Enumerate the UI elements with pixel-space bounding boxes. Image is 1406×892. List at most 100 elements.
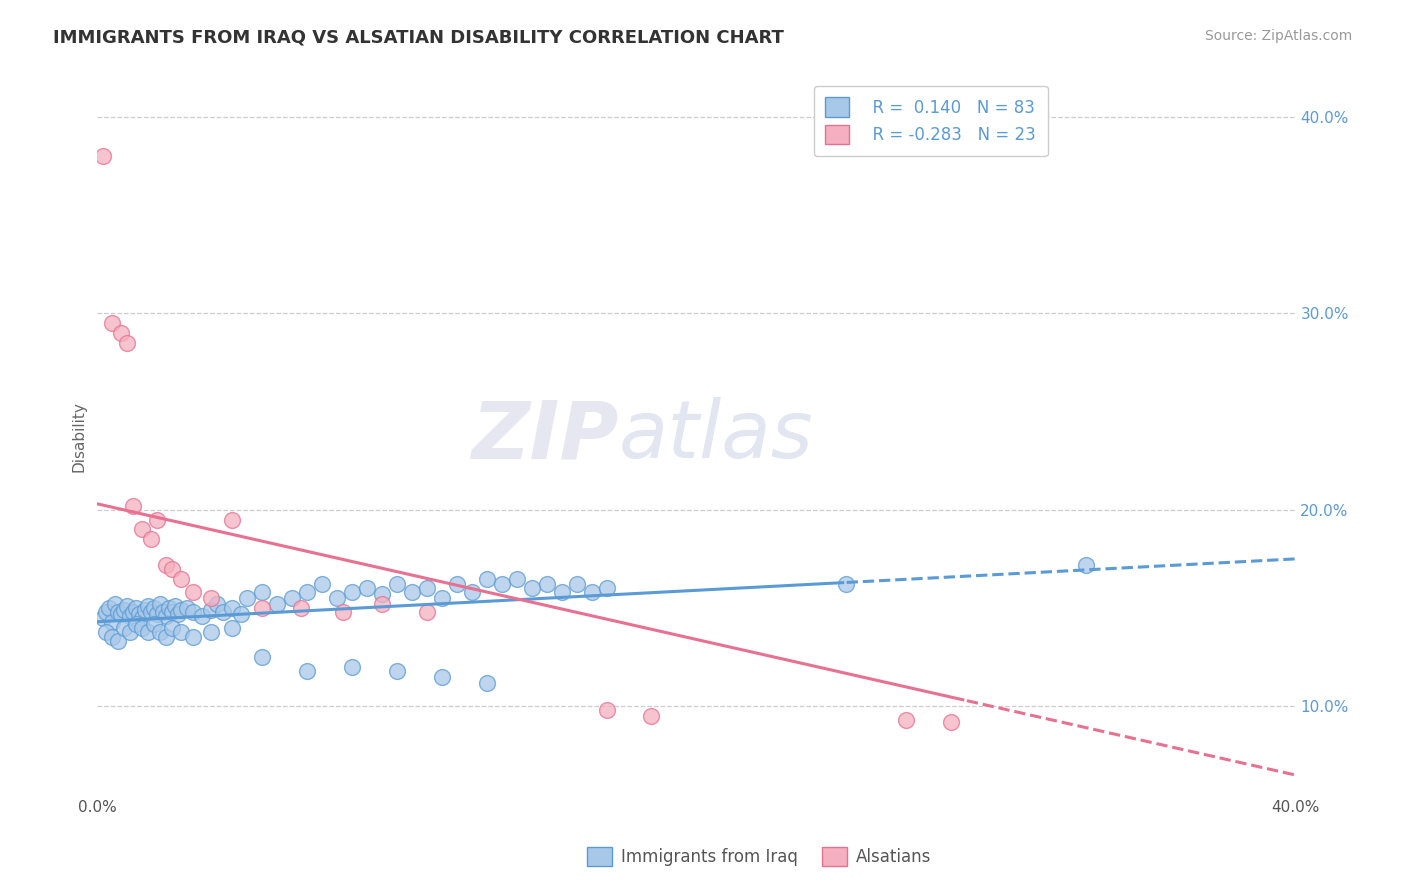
Point — [155, 631, 177, 645]
Point — [595, 582, 617, 596]
Point — [221, 621, 243, 635]
Point — [96, 624, 118, 639]
Point — [250, 601, 273, 615]
Point — [120, 608, 142, 623]
Point — [200, 591, 222, 606]
Point — [475, 675, 498, 690]
Point — [120, 624, 142, 639]
Point — [131, 621, 153, 635]
Text: ZIP: ZIP — [471, 397, 619, 475]
Point — [125, 616, 148, 631]
Point — [340, 585, 363, 599]
Point — [595, 703, 617, 717]
Point — [520, 582, 543, 596]
Point — [385, 577, 408, 591]
Point — [332, 605, 354, 619]
Point — [167, 607, 190, 621]
Point — [236, 591, 259, 606]
Point — [475, 572, 498, 586]
Y-axis label: Disability: Disability — [72, 401, 86, 472]
Point — [136, 599, 159, 613]
Text: Source: ZipAtlas.com: Source: ZipAtlas.com — [1205, 29, 1353, 43]
Point — [110, 607, 132, 621]
Point — [290, 601, 312, 615]
Point — [181, 605, 204, 619]
Point — [200, 603, 222, 617]
Point — [146, 607, 169, 621]
Point — [141, 533, 163, 547]
Point — [170, 624, 193, 639]
Point — [96, 605, 118, 619]
Point — [295, 664, 318, 678]
Point — [250, 585, 273, 599]
Point — [401, 585, 423, 599]
Point — [505, 572, 527, 586]
Point — [229, 607, 252, 621]
Point — [250, 650, 273, 665]
Point — [385, 664, 408, 678]
Legend:   R =  0.140   N = 83,   R = -0.283   N = 23: R = 0.140 N = 83, R = -0.283 N = 23 — [814, 86, 1047, 156]
Point — [939, 714, 962, 729]
Point — [430, 591, 453, 606]
Point — [581, 585, 603, 599]
Point — [430, 670, 453, 684]
Point — [371, 587, 394, 601]
Point — [155, 608, 177, 623]
Point — [446, 577, 468, 591]
Point — [134, 603, 156, 617]
Point — [146, 512, 169, 526]
Point — [565, 577, 588, 591]
Point — [101, 615, 124, 629]
Point — [461, 585, 484, 599]
Point — [104, 597, 127, 611]
Point — [205, 597, 228, 611]
Point — [152, 605, 174, 619]
Text: IMMIGRANTS FROM IRAQ VS ALSATIAN DISABILITY CORRELATION CHART: IMMIGRANTS FROM IRAQ VS ALSATIAN DISABIL… — [53, 29, 785, 46]
Point — [212, 605, 235, 619]
Point — [416, 605, 439, 619]
Point — [176, 601, 198, 615]
Point — [160, 621, 183, 635]
Point — [112, 621, 135, 635]
Point — [371, 597, 394, 611]
Point — [122, 605, 145, 619]
Point — [221, 512, 243, 526]
Point — [550, 585, 572, 599]
Point — [131, 523, 153, 537]
Point — [141, 605, 163, 619]
Point — [416, 582, 439, 596]
Point — [143, 601, 166, 615]
Point — [340, 660, 363, 674]
Point — [356, 582, 378, 596]
Point — [107, 634, 129, 648]
Point — [894, 713, 917, 727]
Point — [160, 562, 183, 576]
Point — [149, 624, 172, 639]
Point — [536, 577, 558, 591]
Point — [835, 577, 858, 591]
Point — [160, 605, 183, 619]
Point — [311, 577, 333, 591]
Point — [131, 611, 153, 625]
Point — [191, 608, 214, 623]
Point — [143, 616, 166, 631]
Point — [93, 149, 115, 163]
Point — [125, 601, 148, 615]
Point — [181, 631, 204, 645]
Point — [295, 585, 318, 599]
Point — [93, 611, 115, 625]
Point — [98, 601, 121, 615]
Point — [128, 607, 150, 621]
Point — [149, 597, 172, 611]
Point — [101, 316, 124, 330]
Legend: Immigrants from Iraq, Alsatians: Immigrants from Iraq, Alsatians — [581, 840, 938, 873]
Point — [170, 603, 193, 617]
Point — [110, 326, 132, 340]
Point — [117, 599, 139, 613]
Point — [1074, 558, 1097, 572]
Point — [221, 601, 243, 615]
Point — [181, 585, 204, 599]
Point — [165, 599, 187, 613]
Text: atlas: atlas — [619, 397, 813, 475]
Point — [266, 597, 288, 611]
